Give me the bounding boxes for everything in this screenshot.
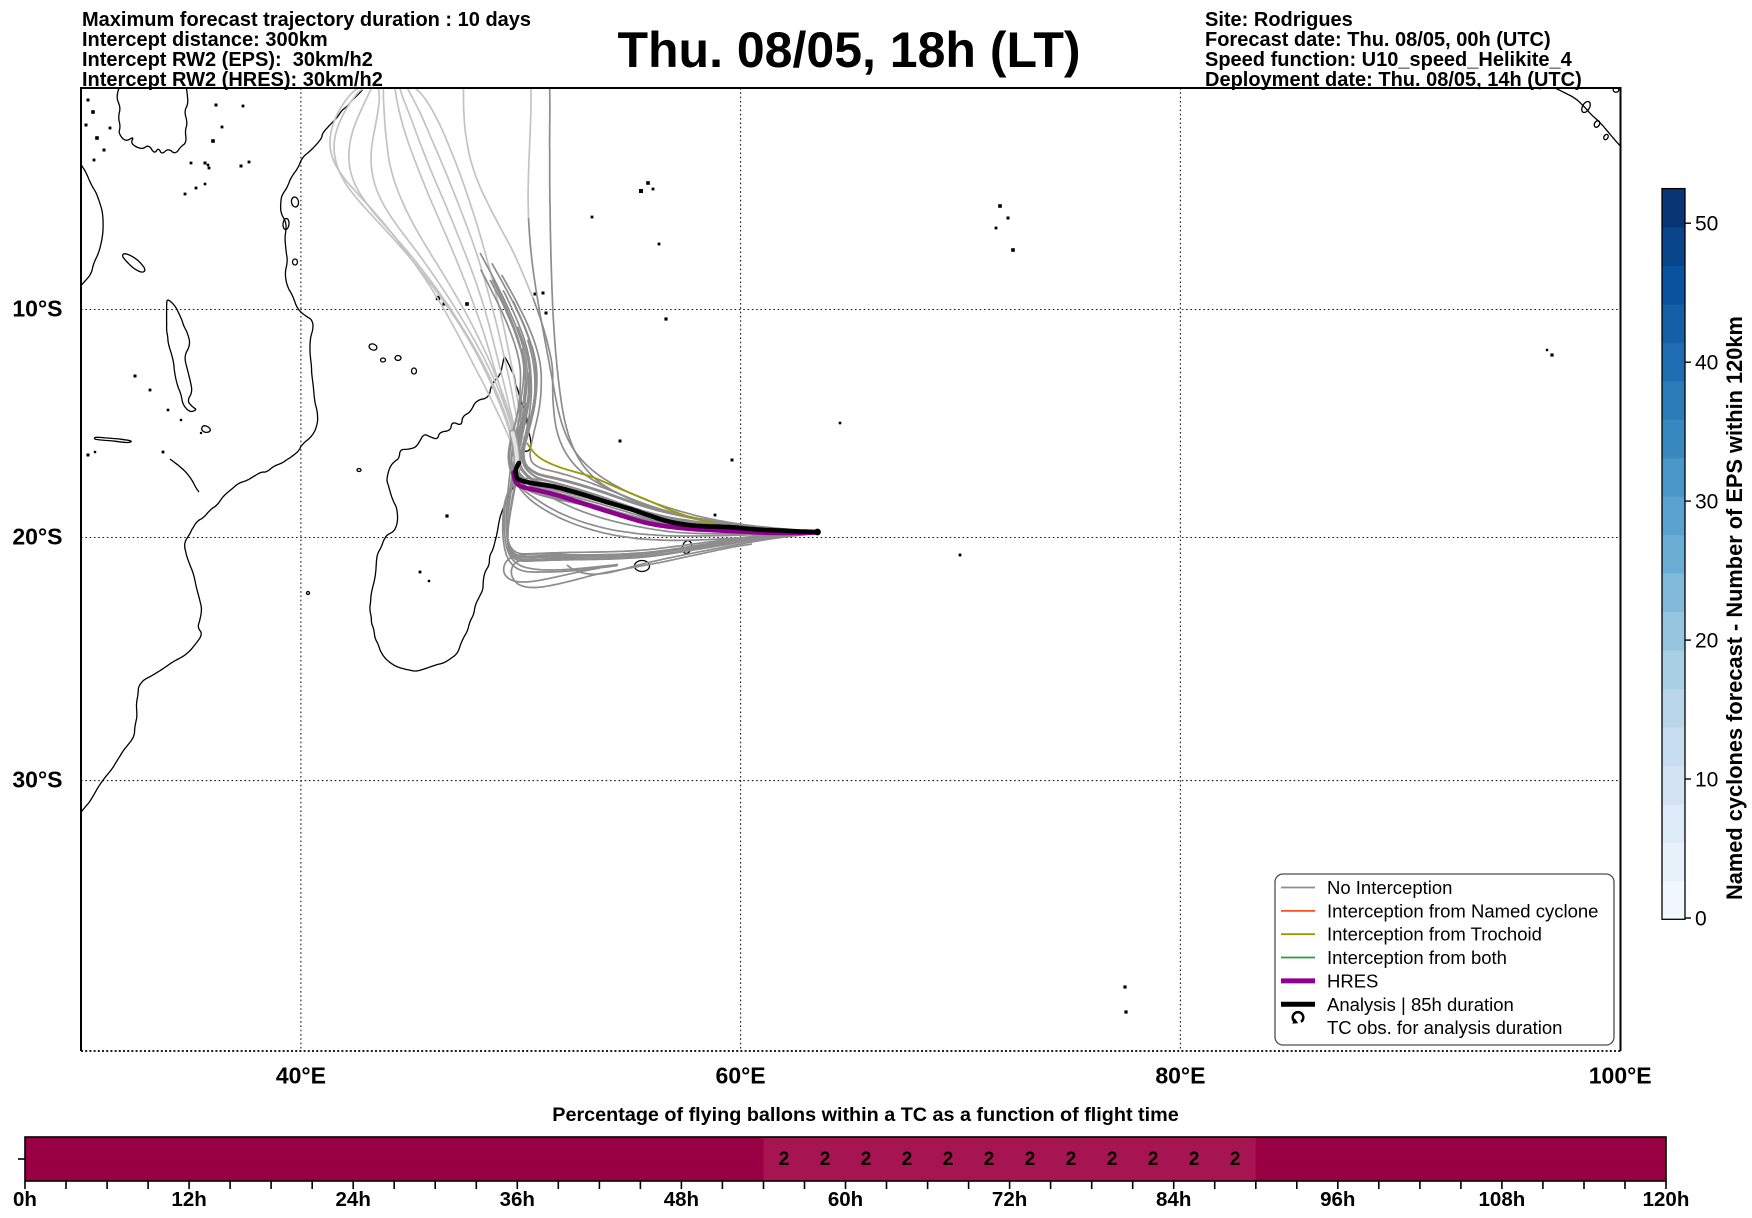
svg-text:Site: Rodrigues: Site: Rodrigues [1205, 9, 1353, 31]
svg-text:100°E: 100°E [1589, 1063, 1652, 1089]
svg-text:Intercept RW2 (EPS): 30km/h2: Intercept RW2 (EPS): 30km/h2 [82, 49, 373, 71]
svg-text:Intercept RW2 (HRES): 30km/h2: Intercept RW2 (HRES): 30km/h2 [82, 69, 383, 91]
svg-text:20°S: 20°S [12, 524, 62, 550]
svg-text:96h: 96h [1320, 1188, 1355, 1211]
svg-text:60h: 60h [828, 1188, 863, 1211]
svg-text:2: 2 [902, 1149, 913, 1170]
svg-text:50: 50 [1695, 213, 1718, 236]
svg-text:HRES: HRES [1327, 970, 1378, 991]
svg-text:Intercept distance: 300km: Intercept distance: 300km [82, 29, 328, 51]
svg-text:2: 2 [820, 1149, 831, 1170]
svg-text:48h: 48h [664, 1188, 699, 1211]
svg-text:Analysis | 85h duration: Analysis | 85h duration [1327, 994, 1514, 1015]
svg-text:Interception from both: Interception from both [1327, 947, 1507, 968]
svg-text:0h: 0h [13, 1188, 37, 1211]
svg-text:36h: 36h [500, 1188, 535, 1211]
svg-text:20: 20 [1695, 630, 1718, 653]
svg-text:40: 40 [1695, 352, 1718, 375]
svg-text:Deployment date: Thu. 08/05, 1: Deployment date: Thu. 08/05, 14h (UTC) [1205, 69, 1582, 91]
svg-text:TC obs. for analysis duration: TC obs. for analysis duration [1327, 1017, 1562, 1038]
svg-text:2: 2 [779, 1149, 790, 1170]
svg-text:Speed function: U10_speed_Heli: Speed function: U10_speed_Helikite_4 [1205, 49, 1573, 71]
svg-text:30°S: 30°S [12, 767, 62, 793]
svg-text:Percentage of flying ballons w: Percentage of flying ballons within a TC… [552, 1104, 1178, 1126]
svg-text:120h: 120h [1643, 1188, 1690, 1211]
svg-text:2: 2 [861, 1149, 872, 1170]
svg-text:108h: 108h [1479, 1188, 1526, 1211]
svg-text:40°E: 40°E [276, 1063, 326, 1089]
svg-text:2: 2 [943, 1149, 954, 1170]
svg-text:2: 2 [1230, 1149, 1241, 1170]
svg-text:10: 10 [1695, 769, 1718, 792]
svg-text:30: 30 [1695, 491, 1718, 514]
svg-text:Maximum forecast trajectory du: Maximum forecast trajectory duration : 1… [82, 9, 531, 31]
svg-text:Named cyclones forecast - Numb: Named cyclones forecast - Number of EPS … [1722, 316, 1747, 900]
svg-text:No Interception: No Interception [1327, 877, 1452, 898]
svg-text:2: 2 [1025, 1149, 1036, 1170]
svg-text:Forecast date: Thu. 08/05, 00h: Forecast date: Thu. 08/05, 00h (UTC) [1205, 29, 1551, 51]
svg-text:12h: 12h [171, 1188, 206, 1211]
svg-text:2: 2 [1148, 1149, 1159, 1170]
svg-text:Thu. 08/05, 18h (LT): Thu. 08/05, 18h (LT) [617, 22, 1080, 78]
svg-text:24h: 24h [336, 1188, 371, 1211]
svg-text:2: 2 [1189, 1149, 1200, 1170]
svg-text:2: 2 [1107, 1149, 1118, 1170]
svg-text:80°E: 80°E [1155, 1063, 1205, 1089]
svg-text:0: 0 [1695, 908, 1707, 931]
svg-text:2: 2 [1066, 1149, 1077, 1170]
svg-text:84h: 84h [1156, 1188, 1191, 1211]
svg-text:2: 2 [984, 1149, 995, 1170]
svg-text:10°S: 10°S [12, 296, 62, 322]
svg-text:72h: 72h [992, 1188, 1027, 1211]
svg-text:Interception from Named cyclon: Interception from Named cyclone [1327, 900, 1598, 921]
svg-text:Interception from Trochoid: Interception from Trochoid [1327, 924, 1542, 945]
svg-text:60°E: 60°E [716, 1063, 766, 1089]
